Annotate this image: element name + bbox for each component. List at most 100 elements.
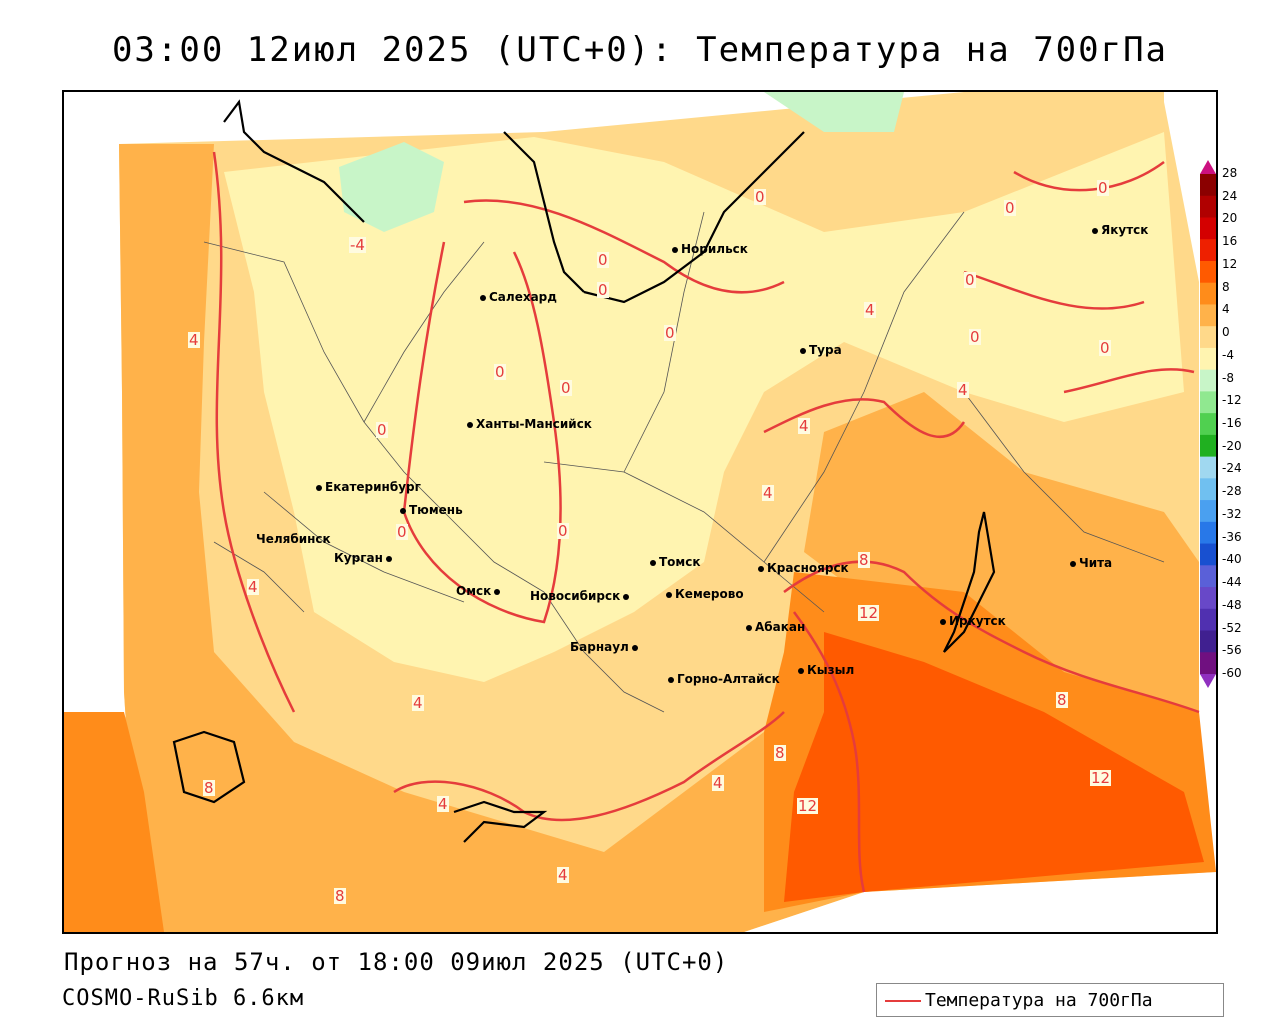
contour-label: 4: [247, 578, 259, 596]
colorbar-tick-label: -48: [1222, 597, 1242, 612]
city-marker-icon: [940, 618, 946, 625]
contour-label: 0: [1004, 199, 1016, 217]
contour-label: 4: [864, 301, 876, 319]
contour-label: 12: [1090, 769, 1112, 787]
legend-label: Температура на 700гПа: [925, 990, 1153, 1011]
city-marker-icon: [672, 246, 678, 253]
city-marker-icon: [666, 591, 672, 598]
city-marker-icon: [480, 294, 486, 301]
colorbar: [1200, 160, 1216, 688]
colorbar-tick-label: -44: [1222, 575, 1242, 590]
colorbar-tick-label: -16: [1222, 416, 1242, 430]
city-marker-icon: [668, 676, 674, 683]
colorbar-band: [1200, 500, 1216, 523]
city-marker-icon: [1070, 560, 1076, 567]
colorbar-band: [1200, 565, 1216, 588]
contour-label: 4: [412, 694, 424, 712]
city-marker-icon: [494, 588, 501, 595]
colorbar-tick-label: 8: [1222, 279, 1230, 294]
city-marker-icon: [800, 347, 806, 354]
colorbar-band: [1200, 326, 1216, 349]
colorbar-band: [1200, 347, 1216, 371]
contour-label: 4: [762, 484, 774, 502]
city-label: Ханты-Мансийск: [467, 417, 592, 431]
city-label: Тура: [800, 343, 842, 357]
model-name: COSMO-RuSib 6.6км: [62, 986, 305, 1011]
contour-label: 0: [969, 328, 981, 346]
city-label: Красноярск: [758, 561, 849, 575]
colorbar-band: [1200, 456, 1216, 479]
colorbar-band: [1200, 369, 1216, 392]
contour-label: 4: [188, 331, 200, 349]
city-label: Норильск: [672, 242, 748, 256]
hotter-zone: [784, 632, 1204, 902]
map-title: 03:00 12июл 2025 (UTC+0): Температура на…: [111, 30, 1169, 70]
city-label: Горно-Алтайск: [668, 672, 780, 686]
contour-label: 4: [557, 866, 569, 884]
colorbar-tick-label: -28: [1222, 484, 1242, 499]
colorbar-tick-label: 16: [1222, 234, 1238, 249]
hot-zone-sw: [64, 712, 164, 932]
city-label: Челябинск: [256, 532, 331, 546]
city-marker-icon: [400, 507, 406, 514]
colorbar-tick-label: 24: [1222, 188, 1238, 203]
temperature-map[interactable]: 0 0 0 -4 0 0 0 0 4 0 0 0 4 4 4 0 0 4 8 1…: [62, 90, 1218, 934]
contour-label: 4: [712, 774, 724, 792]
city-marker-icon: [1092, 227, 1098, 234]
contour-label: 0: [376, 421, 388, 439]
colorbar-tick-label: -24: [1222, 461, 1242, 476]
contour-label: 4: [437, 795, 449, 813]
colorbar-tick-label: -40: [1222, 552, 1242, 567]
legend: Температура на 700гПа: [876, 983, 1224, 1017]
colorbar-band: [1200, 434, 1216, 458]
city-label: Якутск: [1092, 223, 1148, 237]
colorbar-band: [1200, 413, 1216, 436]
colorbar-tick-label: -8: [1222, 370, 1234, 385]
colorbar-band: [1200, 630, 1216, 653]
cold-patch-north: [764, 92, 904, 132]
city-marker-icon: [631, 644, 638, 651]
colorbar-band: [1200, 239, 1216, 262]
city-marker-icon: [746, 624, 752, 631]
city-marker-icon: [316, 484, 322, 491]
city-label: Тюмень: [400, 503, 463, 517]
city-label: Абакан: [746, 620, 805, 634]
colorbar-band: [1200, 174, 1216, 197]
colorbar-tick-label: -20: [1222, 438, 1242, 453]
colorbar-band: [1200, 391, 1216, 414]
colorbar-tick-label: -12: [1222, 393, 1242, 408]
colorbar-band: [1200, 521, 1216, 545]
forecast-info: Прогноз на 57ч. от 18:00 09июл 2025 (UTC…: [64, 948, 729, 976]
legend-line-icon: [885, 1000, 921, 1002]
colorbar-tick-label: -36: [1222, 529, 1242, 544]
colorbar-band: [1200, 304, 1216, 327]
contour-label: 0: [597, 281, 609, 299]
contour-label: 0: [664, 324, 676, 342]
city-marker-icon: [385, 555, 392, 562]
contour-label: 8: [203, 779, 215, 797]
colorbar-bottom-arrow: [1200, 674, 1216, 688]
colorbar-tick-label: 4: [1222, 302, 1230, 317]
city-label: Чита: [1070, 556, 1112, 570]
colorbar-band: [1200, 478, 1216, 501]
colorbar-tick-label: 0: [1222, 325, 1230, 340]
city-label: Екатеринбург: [316, 480, 421, 494]
colorbar-tick-label: 28: [1222, 166, 1238, 180]
cool-central-zone: [224, 132, 1184, 682]
city-marker-icon: [650, 559, 656, 566]
colorbar-tick-label: 12: [1222, 256, 1238, 271]
colorbar-tick-label: -52: [1222, 620, 1242, 635]
colorbar-bands: [1200, 174, 1216, 675]
colorbar-band: [1200, 282, 1216, 305]
map-fields: [64, 92, 1216, 932]
city-label: Барнаул: [570, 640, 641, 654]
contour-label: 0: [597, 251, 609, 269]
contour-label: 12: [797, 797, 819, 815]
colorbar-band: [1200, 587, 1216, 610]
contour-label: 8: [858, 551, 870, 569]
colorbar-band: [1200, 543, 1216, 566]
contour-label: 0: [754, 188, 766, 206]
contour-label: -4: [349, 236, 366, 254]
cold-patch-west: [339, 142, 444, 232]
city-label: Иркутск: [940, 614, 1006, 628]
